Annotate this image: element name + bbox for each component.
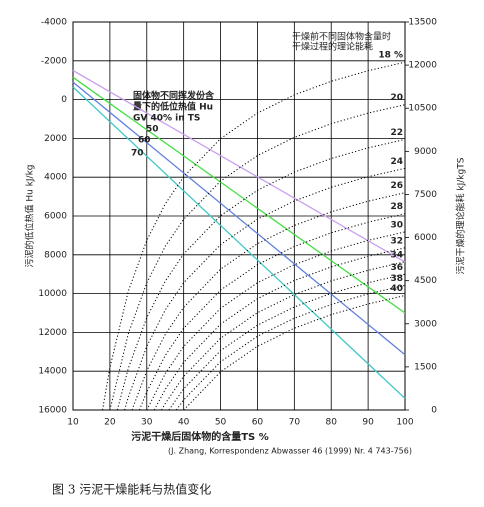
curve-label: 40 [390,284,403,294]
y2-tick-label: 6000 [414,233,437,243]
caption: 图 3 污泥干燥能耗与热值变化 [52,482,211,497]
x-tick-label: 20 [104,418,116,428]
x-tick-label: 70 [289,418,301,428]
y2-tick-label: 3000 [414,319,437,329]
y2-tick-label: 7500 [414,190,437,200]
energy-curve [153,247,406,411]
legend-label: GV 40% in TS [133,114,200,124]
curve-label: 22 [390,128,403,138]
y2-tick-label: 13500 [408,18,437,28]
y2-tick-label: 4500 [414,276,437,286]
y-tick-label: 8000 [44,250,67,260]
source: (J. Zhang, Korrespondenz Abwasser 46 (19… [168,447,412,456]
curve-label: 32 [390,236,403,246]
y-tick-label: 16000 [38,406,67,416]
energy-curve [131,192,406,411]
x-tick-label: 80 [325,418,337,428]
curve-label: 38 [390,274,403,284]
curve-label: 24 [390,157,403,167]
y-tick-label: -2000 [41,56,67,66]
legend-title: 固体物不同挥发份含 [133,90,215,102]
heating-value-line [72,69,406,263]
y-tick-label: -4000 [41,18,67,28]
plot-frame [72,21,406,411]
y2-note: 干燥过程的理论能耗 [292,41,373,53]
energy-curve [146,231,406,411]
y2-tick-label: 9000 [414,147,437,157]
y-axis-label: 污泥的低位热值 Hu kJ/kg [24,164,36,267]
y2-axis-label: 污泥干燥的理论能耗 kJ/kgTS [455,157,467,274]
energy-curve [109,104,406,411]
y-tick-label: 6000 [44,212,67,222]
energy-curve [175,284,406,411]
x-axis-label: 污泥干燥后固体物的含量TS % [131,430,269,443]
y-tick-label: 10000 [38,289,67,299]
x-tick-label: 10 [67,418,79,428]
energy-curve [138,213,406,411]
y2-tick-label: 10500 [408,104,437,114]
curve-label: 30 [390,220,403,230]
y-tick-label: 2000 [44,134,67,144]
y-tick-label: 12000 [38,328,67,338]
energy-curve [116,138,406,411]
heating-value-line [72,81,406,356]
y2-tick-label: 12000 [408,61,437,71]
legend-label: 50 [146,125,159,135]
curve-label: 36 [390,263,403,273]
curve-label: 20 [390,93,403,103]
x-tick-label: 60 [252,418,264,428]
x-tick-label: 50 [215,418,227,428]
y-tick-label: 0 [61,95,67,105]
y2-tick-label: 1500 [414,362,437,372]
energy-curve [168,273,406,411]
y2-note: 干燥前不同固体物含量时 [292,31,391,43]
curve-label: 28 [390,202,403,212]
y2-tick-label: 0 [431,406,437,416]
x-tick-label: 100 [396,418,413,428]
x-tick-label: 40 [178,418,190,428]
y-tick-label: 4000 [44,173,67,183]
x-tick-label: 90 [362,418,374,428]
curve-label: 26 [390,181,403,191]
heating-value-line [72,86,406,399]
y-tick-label: 14000 [38,367,67,377]
energy-curve [102,61,406,411]
heating-value-line [72,76,406,314]
curve-label: 18 % [378,51,403,61]
curve-label: 34 [390,250,403,260]
legend-label: 60 [138,136,151,146]
legend-label: 70 [131,149,144,159]
energy-curve [124,167,406,411]
legend-title: 量下的低位热值 Hu [133,101,213,113]
x-tick-label: 30 [141,418,153,428]
